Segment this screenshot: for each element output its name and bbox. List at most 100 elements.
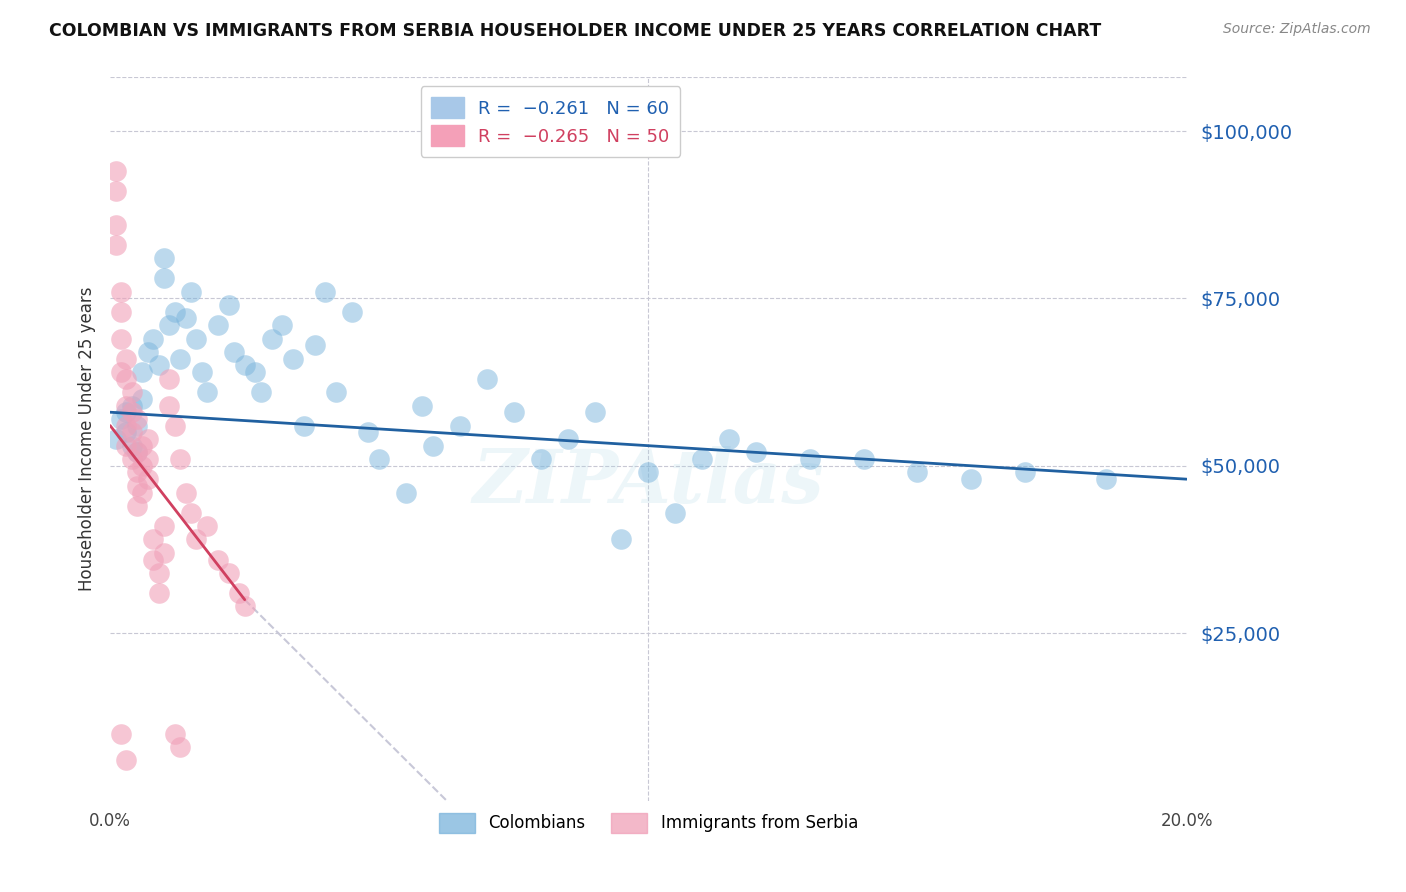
- Point: [125, 418, 148, 433]
- Point: [557, 432, 579, 446]
- Point: [115, 372, 138, 386]
- Point: [153, 251, 176, 265]
- Text: COLOMBIAN VS IMMIGRANTS FROM SERBIA HOUSEHOLDER INCOME UNDER 25 YEARS CORRELATIO: COLOMBIAN VS IMMIGRANTS FROM SERBIA HOUS…: [49, 22, 1101, 40]
- Point: [163, 305, 186, 319]
- Point: [163, 726, 186, 740]
- Point: [174, 311, 197, 326]
- Point: [745, 445, 768, 459]
- Point: [281, 351, 304, 366]
- Point: [142, 332, 165, 346]
- Point: [131, 458, 153, 473]
- Y-axis label: Householder Income Under 25 years: Householder Income Under 25 years: [79, 286, 96, 591]
- Point: [292, 418, 315, 433]
- Point: [169, 452, 191, 467]
- Point: [583, 405, 606, 419]
- Point: [342, 305, 364, 319]
- Point: [121, 405, 143, 419]
- Point: [121, 399, 143, 413]
- Point: [110, 285, 132, 299]
- Point: [502, 405, 524, 419]
- Point: [690, 452, 713, 467]
- Point: [125, 499, 148, 513]
- Point: [250, 385, 273, 400]
- Point: [169, 351, 191, 366]
- Point: [304, 338, 326, 352]
- Point: [163, 418, 186, 433]
- Point: [637, 466, 659, 480]
- Point: [207, 552, 229, 566]
- Point: [125, 479, 148, 493]
- Text: Source: ZipAtlas.com: Source: ZipAtlas.com: [1223, 22, 1371, 37]
- Point: [142, 533, 165, 547]
- Point: [245, 365, 267, 379]
- Point: [222, 345, 245, 359]
- Point: [131, 392, 153, 406]
- Point: [852, 452, 875, 467]
- Point: [718, 432, 741, 446]
- Point: [157, 399, 180, 413]
- Point: [121, 452, 143, 467]
- Point: [153, 519, 176, 533]
- Point: [110, 412, 132, 426]
- Point: [190, 365, 212, 379]
- Point: [131, 365, 153, 379]
- Point: [395, 485, 418, 500]
- Point: [530, 452, 553, 467]
- Point: [110, 726, 132, 740]
- Point: [148, 566, 170, 580]
- Point: [180, 285, 202, 299]
- Point: [115, 351, 138, 366]
- Point: [136, 345, 159, 359]
- Point: [174, 485, 197, 500]
- Point: [271, 318, 294, 333]
- Point: [186, 533, 208, 547]
- Point: [142, 552, 165, 566]
- Point: [104, 218, 127, 232]
- Point: [131, 485, 153, 500]
- Point: [314, 285, 336, 299]
- Point: [411, 399, 433, 413]
- Point: [422, 439, 444, 453]
- Point: [799, 452, 821, 467]
- Point: [115, 418, 138, 433]
- Point: [115, 439, 138, 453]
- Point: [148, 359, 170, 373]
- Point: [104, 432, 127, 446]
- Point: [121, 425, 143, 440]
- Point: [136, 432, 159, 446]
- Point: [1014, 466, 1036, 480]
- Point: [207, 318, 229, 333]
- Point: [218, 298, 240, 312]
- Point: [104, 164, 127, 178]
- Point: [157, 372, 180, 386]
- Legend: Colombians, Immigrants from Serbia: Colombians, Immigrants from Serbia: [432, 806, 865, 839]
- Point: [325, 385, 347, 400]
- Point: [475, 372, 498, 386]
- Point: [136, 472, 159, 486]
- Point: [121, 439, 143, 453]
- Point: [195, 385, 218, 400]
- Point: [233, 359, 256, 373]
- Point: [153, 271, 176, 285]
- Point: [180, 506, 202, 520]
- Point: [233, 599, 256, 614]
- Point: [195, 519, 218, 533]
- Point: [125, 445, 148, 459]
- Point: [125, 412, 148, 426]
- Point: [449, 418, 471, 433]
- Point: [664, 506, 686, 520]
- Point: [110, 305, 132, 319]
- Point: [260, 332, 283, 346]
- Point: [115, 399, 138, 413]
- Point: [153, 546, 176, 560]
- Point: [131, 439, 153, 453]
- Point: [368, 452, 391, 467]
- Point: [148, 586, 170, 600]
- Point: [960, 472, 983, 486]
- Point: [104, 184, 127, 198]
- Point: [218, 566, 240, 580]
- Point: [110, 365, 132, 379]
- Point: [907, 466, 929, 480]
- Point: [121, 385, 143, 400]
- Point: [115, 753, 138, 767]
